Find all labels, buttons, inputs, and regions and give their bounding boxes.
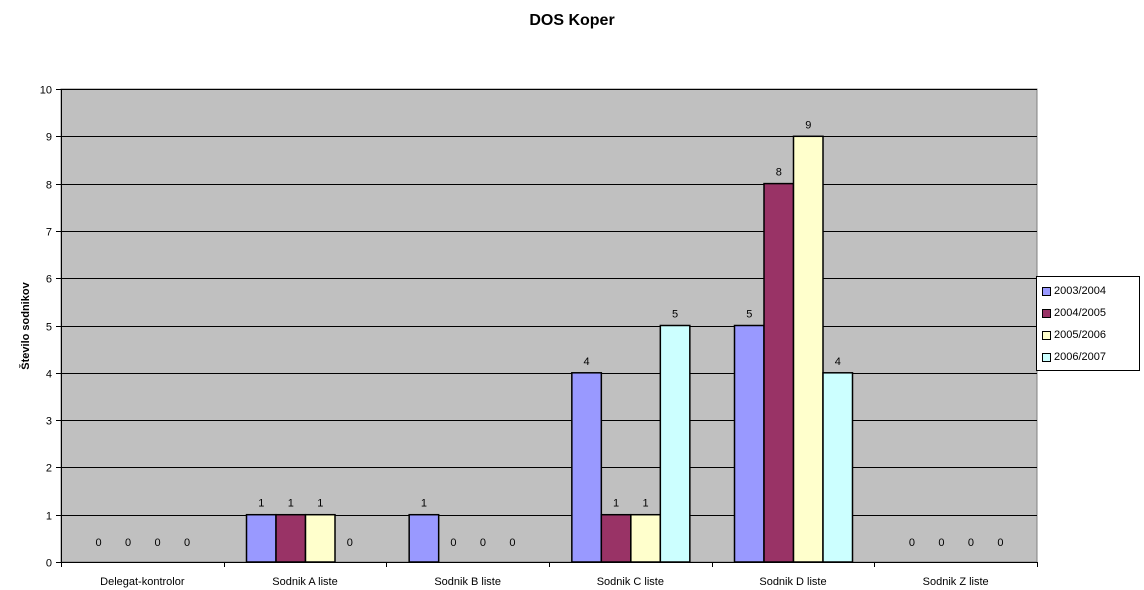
y-tick-label: 9 (46, 132, 52, 144)
bar (763, 182, 795, 563)
bar (275, 513, 307, 563)
data-label: 4 (835, 356, 841, 368)
data-label: 1 (421, 498, 427, 510)
x-category-label: Sodnik A liste (272, 576, 337, 588)
data-label: 0 (909, 537, 915, 549)
bar (571, 372, 603, 563)
bar (408, 513, 440, 563)
data-label: 5 (746, 309, 752, 321)
bar (659, 324, 691, 563)
data-label: 0 (509, 537, 515, 549)
legend-label: 2003/2004 (1054, 285, 1106, 297)
data-label: 0 (125, 537, 131, 549)
y-tick-label: 2 (46, 463, 52, 475)
y-tick-label: 3 (46, 416, 52, 428)
bar (792, 135, 824, 563)
bar (822, 372, 854, 563)
plot-area (60, 88, 1038, 563)
data-label: 5 (672, 309, 678, 321)
y-tick-label: 4 (46, 369, 52, 381)
x-category-label: Sodnik B liste (434, 576, 501, 588)
legend-swatch (1042, 330, 1051, 340)
data-label: 8 (776, 167, 782, 179)
data-label: 1 (613, 498, 619, 510)
y-tick-label: 6 (46, 274, 52, 286)
data-label: 0 (938, 537, 944, 549)
legend: 2003/2004 2004/2005 2005/2006 2006/2007 (1036, 276, 1140, 371)
data-label: 1 (258, 498, 264, 510)
y-tick-label: 0 (46, 558, 52, 570)
data-label: 1 (288, 498, 294, 510)
data-label: 0 (347, 537, 353, 549)
data-label: 0 (997, 537, 1003, 549)
data-label: 0 (480, 537, 486, 549)
data-label: 0 (155, 537, 161, 549)
legend-swatch (1042, 308, 1051, 318)
legend-swatch (1042, 352, 1051, 362)
x-category-label: Sodnik Z liste (923, 576, 989, 588)
data-label: 0 (96, 537, 102, 549)
data-label: 0 (450, 537, 456, 549)
legend-label: 2004/2005 (1054, 307, 1106, 319)
y-tick-label: 1 (46, 511, 52, 523)
data-label: 1 (643, 498, 649, 510)
legend-item: 2006/2007 (1042, 346, 1139, 368)
data-label: 0 (968, 537, 974, 549)
data-label: 4 (584, 356, 590, 368)
x-category-label: Sodnik C liste (597, 576, 664, 588)
bar (733, 324, 765, 563)
bar (600, 513, 632, 563)
legend-label: 2006/2007 (1054, 351, 1106, 363)
bar (304, 513, 336, 563)
y-tick-label: 5 (46, 322, 52, 334)
bar (630, 513, 662, 563)
legend-item: 2003/2004 (1042, 280, 1139, 302)
chart-title: DOS Koper (529, 12, 615, 29)
y-tick-label: 8 (46, 180, 52, 192)
y-tick-label: 10 (40, 85, 52, 97)
x-category-label: Sodnik D liste (759, 576, 826, 588)
legend-label: 2005/2006 (1054, 329, 1106, 341)
legend-item: 2005/2006 (1042, 324, 1139, 346)
data-label: 1 (317, 498, 323, 510)
data-label: 9 (805, 119, 811, 131)
x-category-label: Delegat-kontrolor (100, 576, 185, 588)
bar (245, 513, 277, 563)
legend-item: 2004/2005 (1042, 302, 1139, 324)
y-tick-label: 7 (46, 227, 52, 239)
legend-swatch (1042, 286, 1051, 296)
data-label: 0 (184, 537, 190, 549)
